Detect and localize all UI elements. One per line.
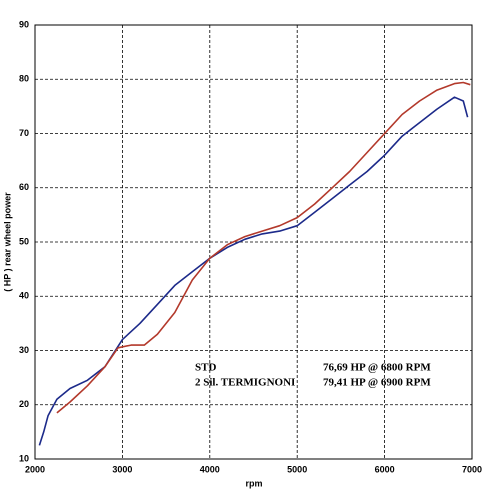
x-tick-label: 2000 [25, 464, 45, 474]
x-tick-label: 7000 [462, 464, 482, 474]
line-series [38, 96, 469, 446]
y-tick-label: 10 [19, 453, 29, 463]
y-tick-label: 60 [19, 182, 29, 192]
x-tick-label: 6000 [375, 464, 395, 474]
x-axis-label: rpm [245, 478, 262, 488]
y-tick-label: 70 [19, 128, 29, 138]
y-tick-label: 20 [19, 399, 29, 409]
line-series [56, 81, 471, 414]
y-tick-label: 50 [19, 236, 29, 246]
x-tick-label: 5000 [287, 464, 307, 474]
x-tick-label: 3000 [112, 464, 132, 474]
legend-peak: 79,41 HP @ 6900 RPM [323, 377, 431, 389]
legend-label: STD [195, 362, 216, 374]
y-axis-label: ( HP ) rear wheel power [2, 192, 12, 292]
x-tick-label: 4000 [200, 464, 220, 474]
y-tick-label: 30 [19, 345, 29, 355]
legend-peak: 76,69 HP @ 6800 RPM [323, 362, 431, 374]
y-tick-label: 40 [19, 291, 29, 301]
y-tick-label: 80 [19, 74, 29, 84]
legend-label: 2 Sil. TERMIGNONI [195, 377, 295, 389]
y-tick-label: 90 [19, 19, 29, 29]
